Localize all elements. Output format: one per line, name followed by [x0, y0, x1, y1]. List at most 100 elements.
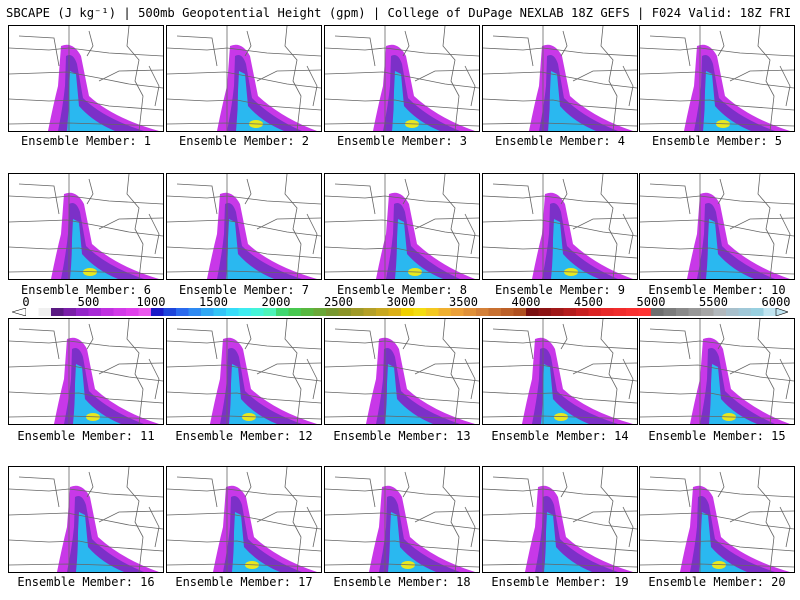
colorbar-swatch — [588, 308, 602, 316]
member-caption: Ensemble Member: 14 — [491, 429, 629, 443]
state-boundaries — [640, 174, 794, 279]
map-canvas — [640, 467, 794, 572]
colorbar-swatch — [276, 308, 289, 316]
ensemble-member-map — [324, 318, 480, 425]
colorbar-swatch — [738, 308, 752, 316]
colorbar-tick-label: 4000 — [511, 295, 541, 309]
state-boundaries — [640, 467, 794, 572]
colorbar-tick-label: 5000 — [636, 295, 666, 309]
colorbar-swatch — [701, 308, 714, 316]
colorbar-swatch — [338, 308, 352, 316]
map-canvas — [167, 174, 321, 279]
ensemble-member-map — [8, 466, 164, 573]
colorbar-swatch — [326, 308, 339, 316]
state-boundaries — [483, 174, 637, 279]
cape-plume — [522, 337, 633, 424]
ensemble-member-map — [166, 173, 322, 280]
state-boundaries — [9, 467, 163, 572]
member-caption: Ensemble Member: 12 — [175, 429, 313, 443]
cape-plume — [210, 337, 317, 424]
cape-plume — [376, 192, 475, 279]
colorbar-swatch — [551, 308, 564, 316]
state-boundaries — [167, 319, 321, 424]
colorbar-swatch — [438, 308, 452, 316]
state-boundaries — [167, 26, 321, 131]
colorbar-swatch — [88, 308, 102, 316]
colorbar-tick-label: 4500 — [574, 295, 603, 309]
map-canvas — [9, 26, 163, 131]
cape-plume — [690, 337, 790, 424]
member-caption: Ensemble Member: 20 — [648, 575, 786, 589]
colorbar-swatch — [513, 308, 527, 316]
colorbar-swatch — [563, 308, 577, 316]
colorbar-swatch — [676, 308, 689, 316]
colorbar-swatch — [63, 308, 77, 316]
colorbar-swatch — [38, 308, 52, 316]
colorbar-swatch — [626, 308, 639, 316]
map-canvas — [9, 467, 163, 572]
colorbar-swatch — [26, 308, 39, 316]
state-boundaries — [9, 319, 163, 424]
colorbar-tick-label: 500 — [77, 295, 100, 309]
colorbar-swatch — [301, 308, 314, 316]
cape-plume — [366, 337, 475, 424]
colorbar-swatch — [176, 308, 189, 316]
colorbar-swatch — [426, 308, 439, 316]
colorbar-swatch — [76, 308, 89, 316]
colorbar: 0 500 1000 1500 2000 2500 3000 3500 4000 4500 5000… — [0, 296, 800, 320]
ensemble-member-map — [482, 173, 638, 280]
colorbar-tick-label: 1000 — [136, 295, 166, 309]
member-caption: Ensemble Member: 7 — [178, 283, 310, 297]
colorbar-swatch — [476, 308, 489, 316]
cape-plume — [687, 192, 790, 279]
map-canvas — [9, 319, 163, 424]
member-caption: Ensemble Member: 16 — [17, 575, 155, 589]
colorbar-swatch — [201, 308, 214, 316]
ensemble-member-map — [482, 318, 638, 425]
colorbar-swatch — [538, 308, 552, 316]
figure-title: SBCAPE (J kg⁻¹) | 500mb Geopotential Hei… — [6, 6, 796, 20]
map-canvas — [640, 174, 794, 279]
member-caption: Ensemble Member: 11 — [17, 429, 155, 443]
colorbar-max-arrow — [775, 308, 788, 316]
state-boundaries — [325, 467, 479, 572]
map-canvas — [483, 174, 637, 279]
cape-plume — [680, 485, 790, 572]
colorbar-swatch — [363, 308, 377, 316]
ensemble-member-map — [8, 25, 164, 132]
map-canvas — [325, 26, 479, 131]
colorbar-swatch — [238, 308, 252, 316]
colorbar-swatch — [601, 308, 614, 316]
member-caption: Ensemble Member: 18 — [333, 575, 471, 589]
state-boundaries — [483, 26, 637, 131]
map-canvas — [325, 319, 479, 424]
cape-plume — [48, 44, 159, 131]
colorbar-strip — [12, 308, 788, 316]
ensemble-member-map — [8, 173, 164, 280]
colorbar-swatch — [501, 308, 514, 316]
colorbar-swatch — [313, 308, 327, 316]
colorbar-tick-label: 2000 — [261, 295, 291, 309]
member-caption: Ensemble Member: 13 — [333, 429, 471, 443]
state-boundaries — [325, 174, 479, 279]
ensemble-member-map — [639, 173, 795, 280]
colorbar-swatch — [638, 308, 652, 316]
colorbar-swatch — [388, 308, 402, 316]
colorbar-tick-label: 3000 — [386, 295, 416, 309]
state-boundaries — [640, 319, 794, 424]
ensemble-member-map — [639, 318, 795, 425]
colorbar-swatch — [151, 308, 164, 316]
colorbar-swatch — [288, 308, 302, 316]
colorbar-swatch — [576, 308, 589, 316]
colorbar-swatch — [413, 308, 427, 316]
member-caption: Ensemble Member: 8 — [336, 283, 468, 297]
member-caption: Ensemble Member: 5 — [651, 134, 783, 148]
colorbar-swatch — [126, 308, 139, 316]
colorbar-tick-label: 2500 — [324, 295, 353, 309]
colorbar-tick-label: 1500 — [199, 295, 228, 309]
colorbar-swatch — [663, 308, 677, 316]
state-boundaries — [325, 26, 479, 131]
ensemble-member-map — [482, 466, 638, 573]
state-boundaries — [167, 467, 321, 572]
member-caption: Ensemble Member: 6 — [20, 283, 152, 297]
